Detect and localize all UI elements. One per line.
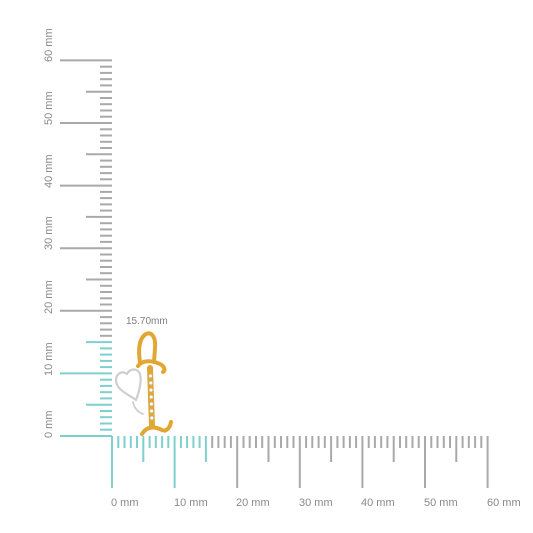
v-label-50: 50 mm xyxy=(43,91,55,125)
h-label-0: 0 mm xyxy=(111,497,139,509)
v-label-30: 30 mm xyxy=(43,216,55,250)
width-measurement-label: 15.70mm xyxy=(126,316,168,327)
h-label-30: 30 mm xyxy=(299,497,333,509)
h-label-10: 10 mm xyxy=(174,497,208,509)
h-label-20: 20 mm xyxy=(236,497,270,509)
letter-bottom-swoosh xyxy=(140,420,173,436)
h-label-60: 60 mm xyxy=(487,497,521,509)
h-label-40: 40 mm xyxy=(361,497,395,509)
v-label-0: 0 mm xyxy=(43,411,55,439)
horizontal-ruler-labels: 0 mm 10 mm 20 mm 30 mm 40 mm 50 mm 60 mm xyxy=(111,497,521,509)
horizontal-ruler xyxy=(111,436,489,488)
letter-i-heart-pendant-icon xyxy=(114,331,173,436)
letter-top-curl xyxy=(136,359,167,374)
vertical-ruler xyxy=(60,59,112,437)
vertical-ruler-labels: 0 mm 10 mm 20 mm 30 mm 40 mm 50 mm 60 mm xyxy=(43,28,55,438)
v-label-40: 40 mm xyxy=(43,154,55,188)
heart-outline xyxy=(114,368,142,402)
stem-stones xyxy=(148,373,154,421)
v-label-60: 60 mm xyxy=(43,28,55,62)
h-label-50: 50 mm xyxy=(424,497,458,509)
pendant-bail xyxy=(137,331,158,364)
heart-tail xyxy=(132,401,144,415)
v-label-10: 10 mm xyxy=(43,342,55,376)
v-label-20: 20 mm xyxy=(43,280,55,314)
